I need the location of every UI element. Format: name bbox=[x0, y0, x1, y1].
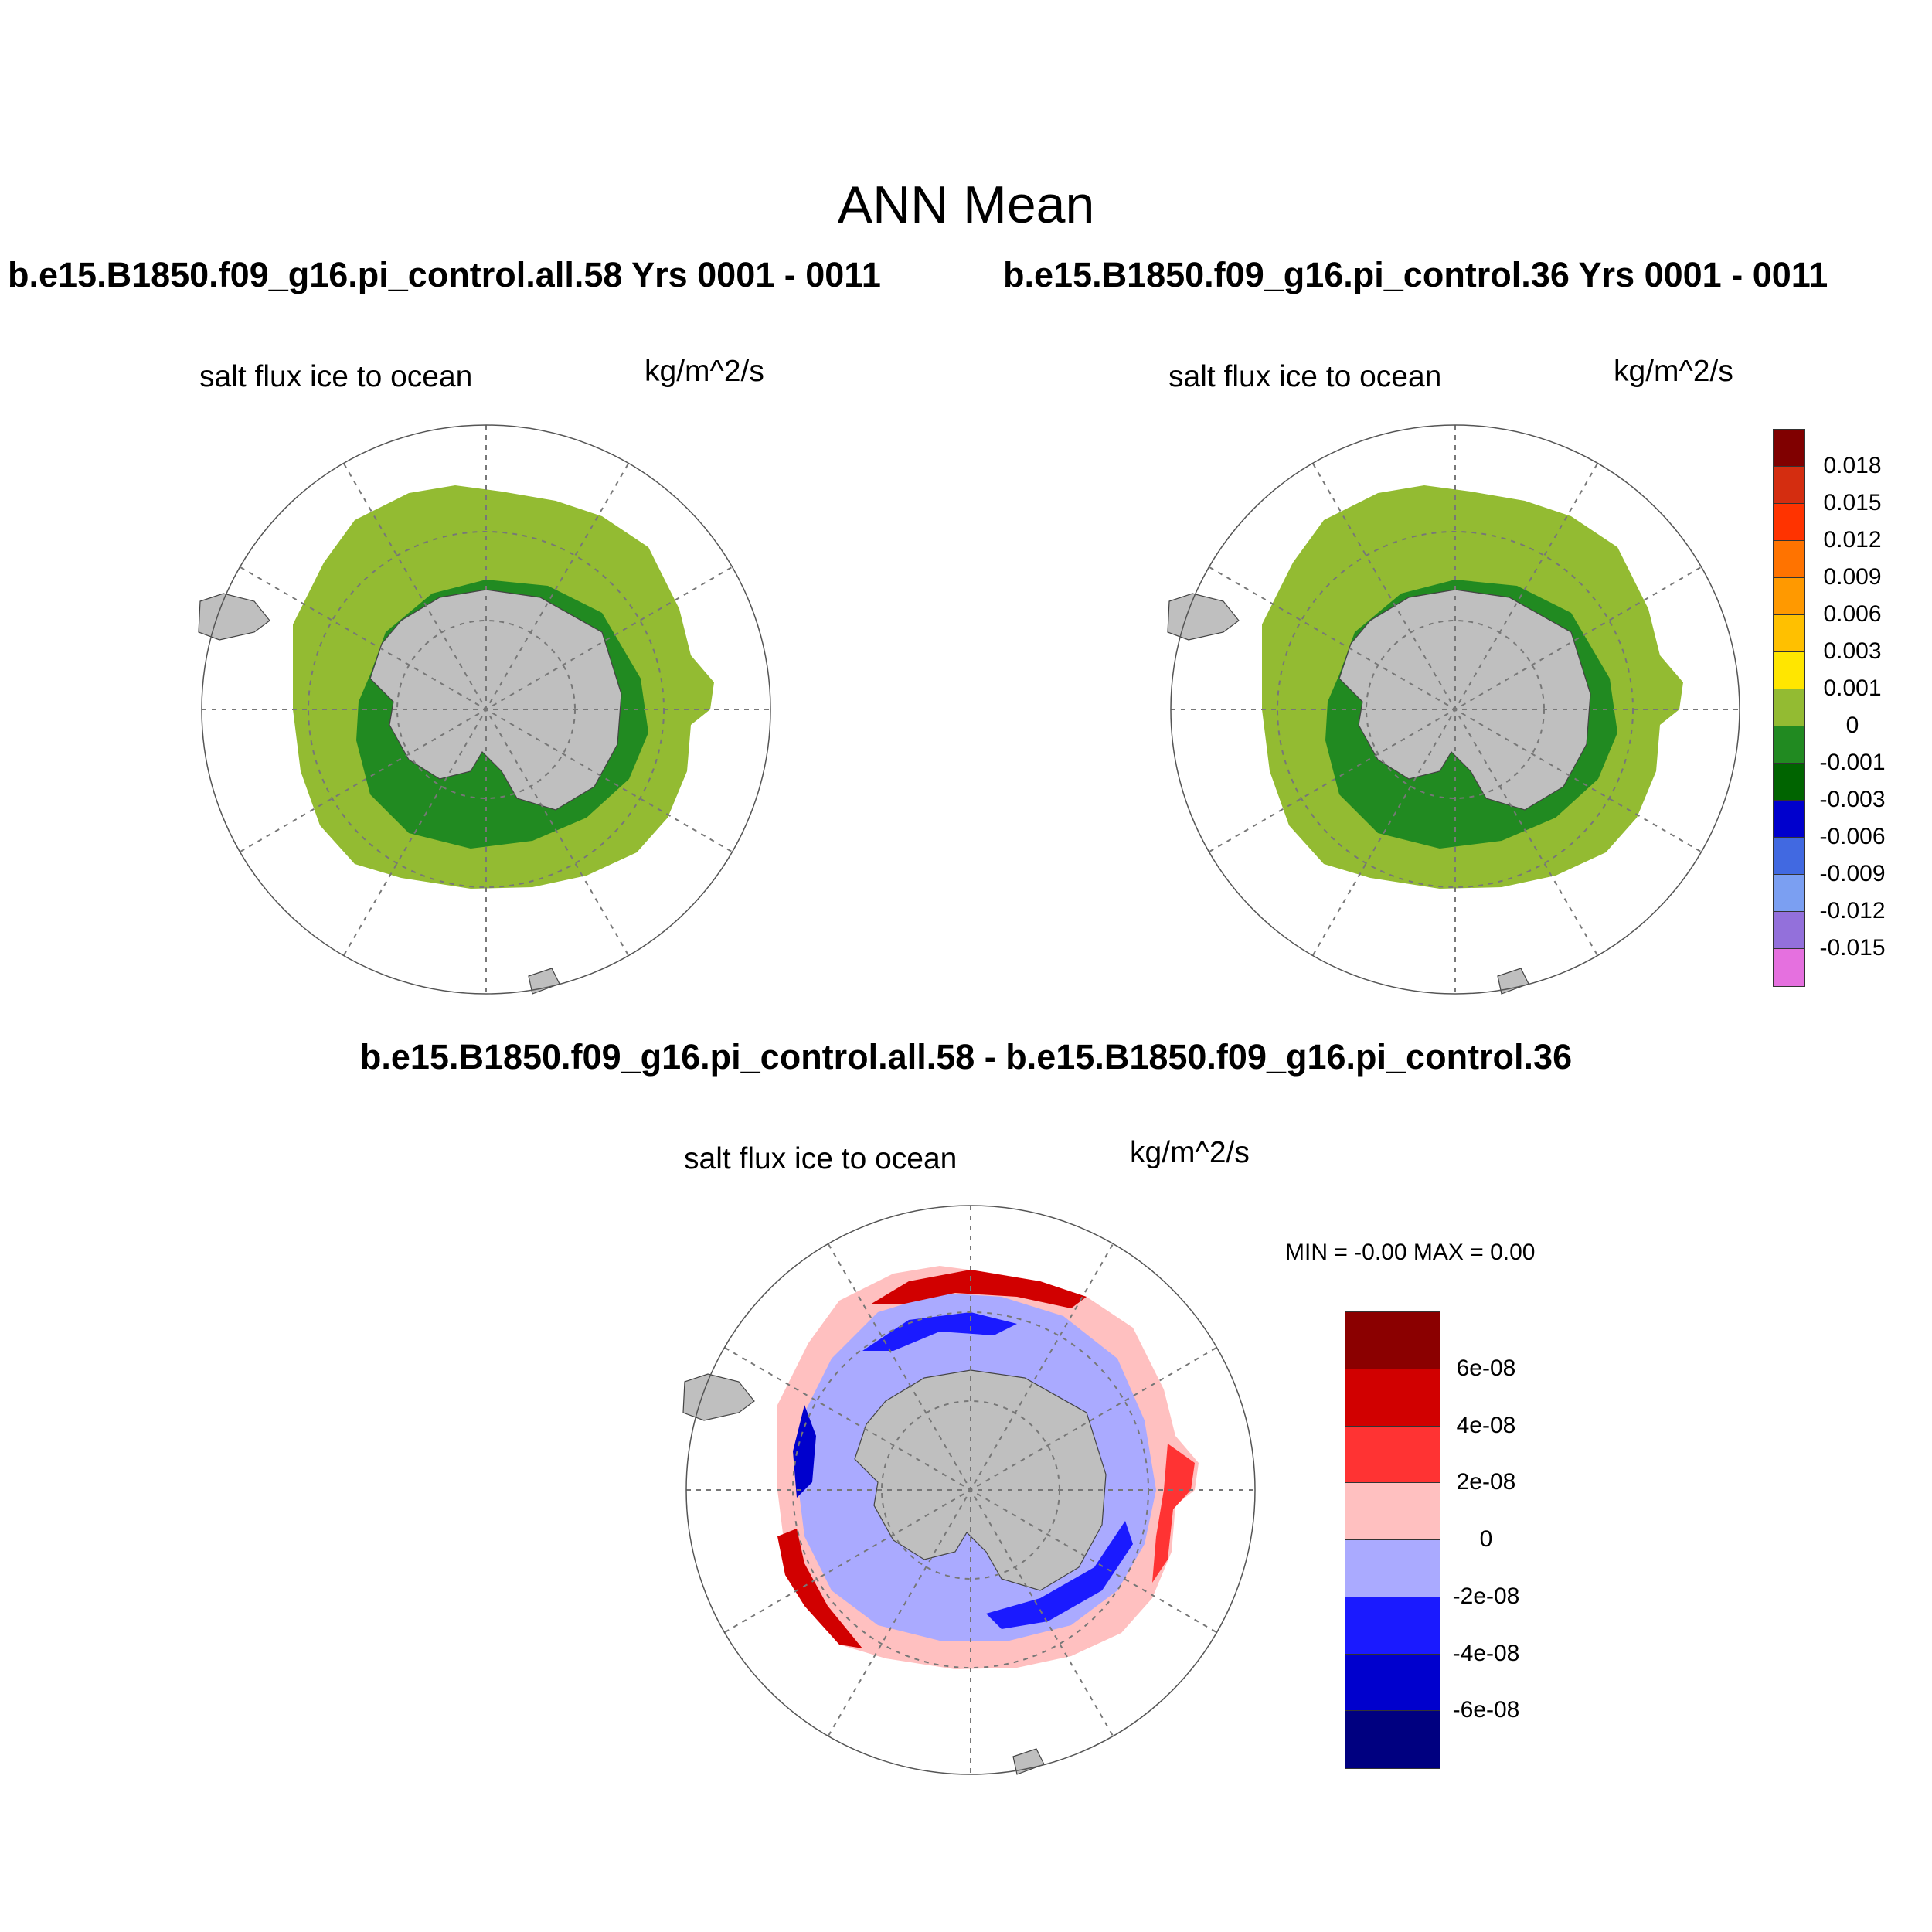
colorbar-main-tick-label: 0.001 bbox=[1823, 675, 1882, 701]
panel-2-label: salt flux ice to ocean bbox=[1168, 360, 1442, 393]
colorbar-main-segment bbox=[1774, 689, 1804, 726]
colorbar-main-tick-label: 0 bbox=[1845, 713, 1859, 738]
colorbar-main-tick-label: -0.015 bbox=[1819, 935, 1886, 961]
colorbar-diff-tick-label: 0 bbox=[1479, 1526, 1493, 1552]
colorbar-main-segment bbox=[1774, 652, 1804, 689]
colorbar-diff-tick-label: 4e-08 bbox=[1456, 1412, 1516, 1438]
diff-map bbox=[682, 1205, 1256, 1775]
south-america-tip bbox=[1167, 593, 1240, 641]
panel-2-run-title: b.e15.B1850.f09_g16.pi_control.36 Yrs 00… bbox=[1003, 255, 1828, 294]
panel-1-map bbox=[198, 424, 771, 995]
colorbar-main-tick-label: 0.015 bbox=[1823, 490, 1882, 515]
diff-dark-red-edge-west bbox=[777, 1529, 862, 1648]
panel-1-run-title: b.e15.B1850.f09_g16.pi_control.all.58 Yr… bbox=[8, 255, 881, 294]
colorbar-main-segment bbox=[1774, 764, 1804, 801]
colorbar-main-tick-label: -0.012 bbox=[1819, 898, 1886, 923]
colorbar-diff-segment bbox=[1345, 1711, 1440, 1768]
south-america-tip bbox=[198, 593, 270, 641]
colorbar-diff-tick-label: 2e-08 bbox=[1456, 1469, 1516, 1495]
colorbar-main-segment bbox=[1774, 541, 1804, 578]
antarctica-land bbox=[369, 589, 622, 811]
antarctica-land bbox=[1338, 589, 1591, 811]
colorbar-main-segment bbox=[1774, 838, 1804, 875]
colorbar-diff-tick-label: 6e-08 bbox=[1456, 1355, 1516, 1381]
colorbar-main-tick-label: -0.003 bbox=[1819, 787, 1886, 812]
panel-2-units: kg/m^2/s bbox=[1614, 355, 1733, 388]
diff-dark-red-edge-north bbox=[870, 1270, 1087, 1308]
colorbar-main-segment bbox=[1774, 615, 1804, 652]
colorbar-main-tick-label: 0.006 bbox=[1823, 601, 1882, 627]
diff-blue-streak-south bbox=[986, 1521, 1133, 1629]
colorbar-diff-segment bbox=[1345, 1312, 1440, 1369]
colorbar-diff-segment bbox=[1345, 1369, 1440, 1427]
colorbar-main-tick-label: -0.009 bbox=[1819, 861, 1886, 886]
colorbar-diff-segment bbox=[1345, 1540, 1440, 1597]
colorbar-main-tick-label: 0.012 bbox=[1823, 527, 1882, 553]
panel-2-map bbox=[1167, 424, 1740, 995]
diff-label: salt flux ice to ocean bbox=[684, 1142, 957, 1175]
antarctica-land bbox=[854, 1369, 1107, 1591]
colorbar-main-segment bbox=[1774, 578, 1804, 615]
diff-minmax: MIN = -0.00 MAX = 0.00 bbox=[1285, 1240, 1536, 1265]
colorbar-main-tick-label: -0.001 bbox=[1819, 750, 1886, 775]
main-title: ANN Mean bbox=[837, 175, 1095, 234]
colorbar-diff-tick-label: -6e-08 bbox=[1452, 1697, 1520, 1723]
colorbar-main-tick-label: 0.009 bbox=[1823, 564, 1882, 590]
colorbar-main bbox=[1773, 429, 1805, 987]
diff-blue-streak-west bbox=[793, 1405, 816, 1498]
colorbar-main-segment bbox=[1774, 875, 1804, 912]
panel-1-units: kg/m^2/s bbox=[645, 355, 764, 388]
colorbar-main-tick-label: 0.018 bbox=[1823, 453, 1882, 478]
colorbar-main-segment bbox=[1774, 504, 1804, 541]
diff-units: kg/m^2/s bbox=[1130, 1136, 1250, 1169]
diff-blue-streak-north bbox=[862, 1312, 1017, 1351]
south-america-tip bbox=[682, 1373, 755, 1421]
colorbar-main-segment bbox=[1774, 726, 1804, 764]
colorbar-main-segment bbox=[1774, 949, 1804, 986]
colorbar-main-tick-label: 0.003 bbox=[1823, 638, 1882, 664]
colorbar-diff-segment bbox=[1345, 1654, 1440, 1712]
colorbar-main-segment bbox=[1774, 467, 1804, 504]
colorbar-main-tick-label: -0.006 bbox=[1819, 824, 1886, 849]
colorbar-diff bbox=[1345, 1311, 1440, 1769]
diff-red-edge-east bbox=[1152, 1444, 1195, 1583]
colorbar-diff-segment bbox=[1345, 1426, 1440, 1484]
colorbar-main-segment bbox=[1774, 430, 1804, 467]
colorbar-diff-tick-label: -2e-08 bbox=[1452, 1583, 1520, 1609]
panel-1-label: salt flux ice to ocean bbox=[199, 360, 473, 393]
colorbar-main-segment bbox=[1774, 801, 1804, 838]
colorbar-diff-segment bbox=[1345, 1597, 1440, 1655]
diff-title: b.e15.B1850.f09_g16.pi_control.all.58 - … bbox=[359, 1037, 1573, 1077]
colorbar-diff-tick-label: -4e-08 bbox=[1452, 1640, 1520, 1666]
colorbar-diff-segment bbox=[1345, 1483, 1440, 1540]
colorbar-main-segment bbox=[1774, 912, 1804, 949]
